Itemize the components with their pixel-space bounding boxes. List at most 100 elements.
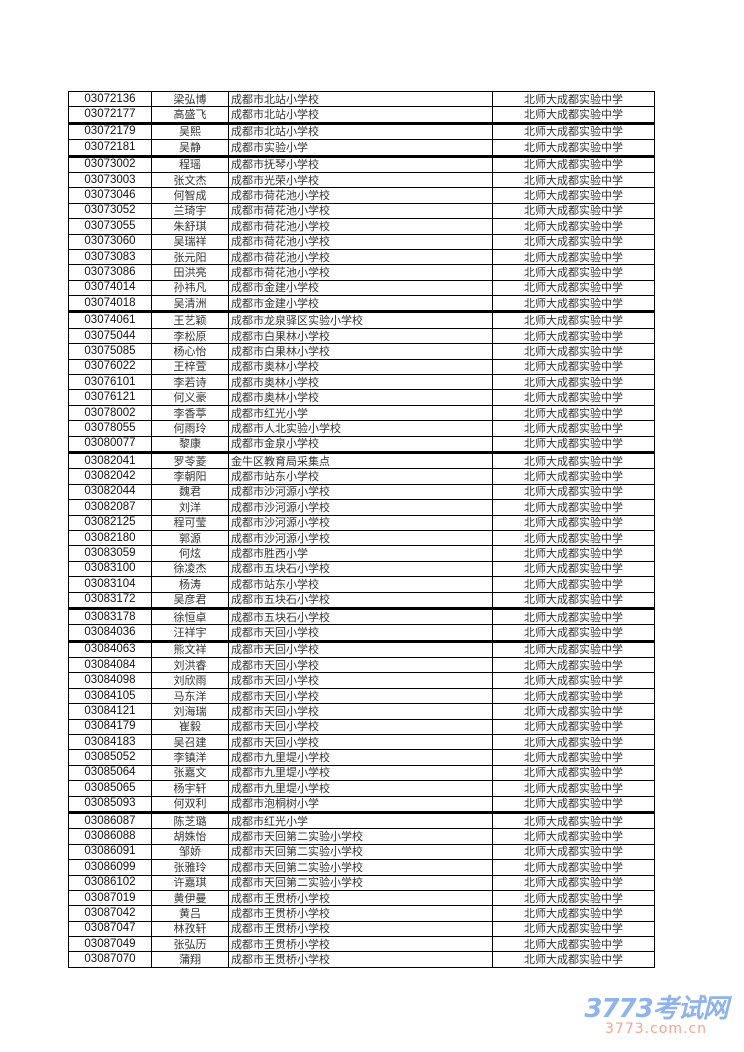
student-id-cell: 03073052: [68, 202, 152, 220]
student-id-cell: 03073083: [68, 248, 152, 266]
school-cell: 成都市胜西小学: [228, 545, 493, 562]
table-row: 03083104 杨涛 成都市站东小学校 北师大成都实验中学: [68, 576, 655, 593]
table-row: 03085093 何双利 成都市泡桐树小学 北师大成都实验中学: [68, 795, 655, 813]
student-id-cell: 03073002: [68, 154, 152, 173]
student-name-cell: 何炫: [151, 545, 229, 562]
student-id-cell: 03078055: [68, 420, 152, 437]
student-name-cell: 吴清洲: [151, 295, 229, 313]
table-row: 03086088 胡姝怡 成都市天回第二实验小学校 北师大成都实验中学: [68, 828, 655, 845]
admitted-school-cell: 北师大成都实验中学: [492, 859, 655, 876]
student-id-cell: 03084063: [68, 639, 152, 659]
student-name-cell: 李香葶: [151, 404, 229, 422]
student-name-cell: 张雅玲: [151, 859, 229, 876]
table-row: 03084183 吴召建 成都市天回小学校 北师大成都实验中学: [68, 734, 655, 751]
student-id-cell: 03072181: [68, 139, 152, 157]
student-name-cell: 杨宇轩: [151, 780, 229, 797]
student-id-cell: 03085064: [68, 764, 152, 782]
student-id-cell: 03082180: [68, 529, 152, 547]
school-cell: 成都市金建小学校: [228, 295, 493, 313]
school-cell: 成都市九里堤小学校: [228, 764, 493, 782]
table-row: 03084098 刘欣雨 成都市天回小学校 北师大成都实验中学: [68, 672, 655, 689]
school-cell: 成都市王贯桥小学校: [228, 905, 493, 922]
admitted-school-cell: 北师大成都实验中学: [492, 764, 655, 782]
student-name-cell: 吴召建: [151, 734, 229, 751]
admitted-school-cell: 北师大成都实验中学: [492, 187, 655, 204]
school-cell: 成都市天回第二实验小学校: [228, 859, 493, 876]
admitted-school-cell: 北师大成都实验中学: [492, 780, 655, 797]
admitted-school-cell: 北师大成都实验中学: [492, 749, 655, 766]
student-name-cell: 张嘉文: [151, 764, 229, 782]
student-name-cell: 崔毅: [151, 718, 229, 736]
table-row: 03072136 梁弘博 成都市北站小学校 北师大成都实验中学: [68, 90, 655, 108]
student-id-cell: 03073003: [68, 171, 152, 189]
student-name-cell: 马东洋: [151, 687, 229, 705]
student-name-cell: 张文杰: [151, 171, 229, 189]
table-row: 03073060 吴瑞祥 成都市荷花池小学校 北师大成都实验中学: [68, 233, 655, 250]
school-cell: 成都市奥林小学校: [228, 389, 493, 406]
student-name-cell: 罗苓菱: [151, 450, 229, 470]
admitted-school-cell: 北师大成都实验中学: [492, 687, 655, 705]
admitted-school-cell: 北师大成都实验中学: [492, 905, 655, 922]
table-row: 03073055 朱舒琪 成都市荷花池小学校 北师大成都实验中学: [68, 218, 655, 235]
school-cell: 成都市红光小学: [228, 404, 493, 422]
school-cell: 成都市荷花池小学校: [228, 187, 493, 204]
student-id-cell: 03073060: [68, 233, 152, 250]
table-row: 03082042 李朝阳 成都市站东小学校 北师大成都实验中学: [68, 468, 655, 485]
student-id-cell: 03072177: [68, 106, 152, 124]
table-row: 03083059 何炫 成都市胜西小学 北师大成都实验中学: [68, 545, 655, 562]
student-id-cell: 03086087: [68, 810, 152, 830]
student-id-cell: 03084183: [68, 734, 152, 751]
school-cell: 成都市天回小学校: [228, 657, 493, 674]
school-cell: 成都市奥林小学校: [228, 358, 493, 376]
admitted-school-cell: 北师大成都实验中学: [492, 121, 655, 141]
student-name-cell: 李若诗: [151, 374, 229, 391]
student-name-cell: 黄伊曼: [151, 889, 229, 907]
school-cell: 成都市天回小学校: [228, 672, 493, 689]
student-name-cell: 魏君: [151, 483, 229, 501]
student-name-cell: 刘海瑞: [151, 703, 229, 720]
student-id-cell: 03087042: [68, 905, 152, 922]
school-cell: 成都市北站小学校: [228, 106, 493, 124]
student-name-cell: 陈芝璐: [151, 810, 229, 830]
table-row: 03085065 杨宇轩 成都市九里堤小学校 北师大成都实验中学: [68, 780, 655, 797]
admitted-school-cell: 北师大成都实验中学: [492, 389, 655, 406]
student-id-cell: 03085065: [68, 780, 152, 797]
school-cell: 成都市天回小学校: [228, 687, 493, 705]
table-row: 03084179 崔毅 成都市天回小学校 北师大成都实验中学: [68, 718, 655, 736]
admitted-school-cell: 北师大成都实验中学: [492, 327, 655, 345]
admitted-school-cell: 北师大成都实验中学: [492, 279, 655, 297]
student-id-cell: 03085093: [68, 795, 152, 813]
student-name-cell: 李松原: [151, 327, 229, 345]
school-cell: 成都市王贯桥小学校: [228, 951, 493, 968]
table-row: 03083100 徐凌杰 成都市五块石小学校 北师大成都实验中学: [68, 560, 655, 578]
school-cell: 成都市天回小学校: [228, 734, 493, 751]
student-id-cell: 03083100: [68, 560, 152, 578]
student-id-cell: 03087070: [68, 951, 152, 968]
admitted-school-cell: 北师大成都实验中学: [492, 657, 655, 674]
student-id-cell: 03082042: [68, 468, 152, 485]
student-id-cell: 03076101: [68, 374, 152, 391]
table-row: 03082125 程可莹 成都市沙河源小学校 北师大成都实验中学: [68, 514, 655, 531]
table-row: 03072179 吴熙 成都市北站小学校 北师大成都实验中学: [68, 121, 655, 141]
student-name-cell: 刘欣雨: [151, 672, 229, 689]
school-cell: 成都市白果林小学校: [228, 343, 493, 360]
table-row: 03073046 何智成 成都市荷花池小学校 北师大成都实验中学: [68, 187, 655, 204]
school-cell: 成都市王贯桥小学校: [228, 920, 493, 938]
student-name-cell: 张弘历: [151, 936, 229, 953]
school-cell: 成都市沙河源小学校: [228, 529, 493, 547]
table-row: 03086102 许嘉琪 成都市天回第二实验小学校 北师大成都实验中学: [68, 874, 655, 891]
school-cell: 成都市光荣小学校: [228, 171, 493, 189]
admitted-school-cell: 北师大成都实验中学: [492, 576, 655, 593]
table-row: 03080077 黎康 成都市金泉小学校 北师大成都实验中学: [68, 435, 655, 453]
student-name-cell: 张元阳: [151, 248, 229, 266]
watermark-logo: 3773考试网 3773.com.cn: [576, 988, 736, 1037]
school-cell: 金牛区教育局采集点: [228, 450, 493, 470]
student-id-cell: 03084036: [68, 624, 152, 642]
school-cell: 成都市天回小学校: [228, 718, 493, 736]
school-cell: 成都市沙河源小学校: [228, 514, 493, 531]
school-cell: 成都市龙泉驿区实验小学校: [228, 310, 493, 329]
table-row: 03084084 刘洪睿 成都市天回小学校 北师大成都实验中学: [68, 657, 655, 674]
admitted-school-cell: 北师大成都实验中学: [492, 106, 655, 124]
student-id-cell: 03087019: [68, 889, 152, 907]
admitted-school-cell: 北师大成都实验中学: [492, 90, 655, 108]
